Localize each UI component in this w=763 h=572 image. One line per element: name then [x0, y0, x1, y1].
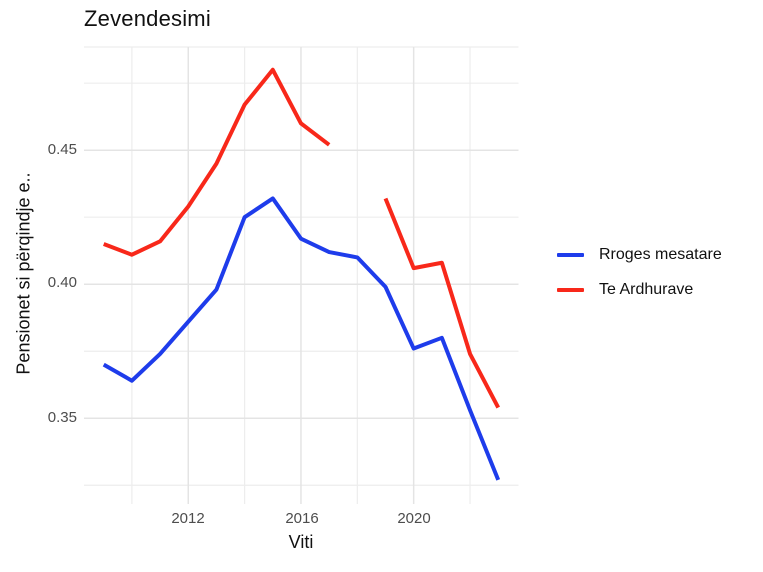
series-line-1: [103, 67, 331, 257]
legend-entry-rroges-mesatare: Rroges mesatare: [557, 246, 722, 264]
y-tick-label-035: 0.35: [47, 409, 77, 426]
y-tick-label-040: 0.40: [47, 274, 77, 291]
x-axis-title: Viti: [288, 532, 314, 552]
legend-line-swatch-blue: [557, 253, 584, 257]
series-line-0: [102, 196, 501, 481]
legend: Rroges mesatare Te Ardhurave: [557, 246, 722, 299]
x-tick-label-2012: 2012: [171, 510, 205, 527]
x-tick-label-2016: 2016: [285, 510, 319, 527]
y-tick-label-045: 0.45: [47, 141, 77, 158]
chart-title: Zevendesimi: [84, 6, 211, 31]
legend-line-swatch-red: [557, 288, 584, 292]
series-line-1: [383, 197, 500, 409]
legend-entry-te-ardhurave: Te Ardhurave: [557, 281, 722, 299]
legend-label: Rroges mesatare: [599, 246, 722, 263]
x-tick-label-2020: 2020: [397, 510, 431, 527]
legend-label: Te Ardhurave: [599, 281, 694, 298]
